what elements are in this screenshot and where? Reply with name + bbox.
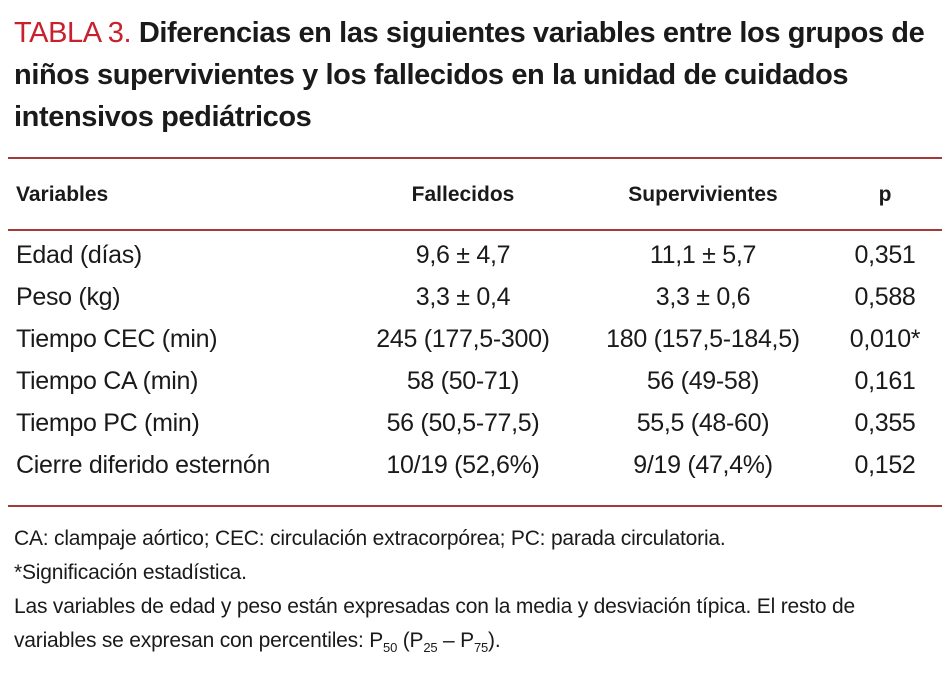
table-cell: 55,5 (48-60) <box>636 408 770 437</box>
top-rule <box>8 157 942 159</box>
table-cell: 11,1 ± 5,7 <box>649 240 757 269</box>
table-cell: 0,152 <box>854 450 916 479</box>
method-note: Las variables de edad y peso están expre… <box>14 590 934 665</box>
table-body: Edad (días) 9,6 ± 4,7 11,1 ± 5,7 0,351 Peso … <box>8 218 942 486</box>
table-row: Tiempo CEC (min) 245 (177,5-300) 180 (157,… <box>8 318 942 360</box>
column-header: Fallecidos <box>411 183 515 206</box>
header-rule <box>8 229 942 231</box>
table-cell: Edad (días) <box>16 240 142 269</box>
table-row: Peso (kg) 3,3 ± 0,4 3,3 ± 0,6 0,588 <box>8 276 942 318</box>
table-row: Edad (días) 9,6 ± 4,7 11,1 ± 5,7 0,351 <box>8 234 942 276</box>
table-cell: 3,3 ± 0,4 <box>415 282 511 311</box>
percentile-subscript: 50 <box>383 640 398 656</box>
significance-note: *Significación estadística. <box>14 561 247 584</box>
abbreviations-note: CA: clampaje aórtico; CEC: circulación e… <box>14 527 726 550</box>
percentile-subscript: 25 <box>423 640 438 656</box>
table-cell: Cierre diferido esternón <box>16 450 271 479</box>
table-cell: 180 (157,5-184,5) <box>606 324 800 353</box>
title-text: Diferencias en las siguientes variables … <box>14 17 925 133</box>
table-cell: 56 (50,5-77,5) <box>386 408 540 437</box>
table-cell: 10/19 (52,6%) <box>386 450 540 479</box>
formula-separator: ( <box>397 629 410 652</box>
table-title: TABLA 3. Diferencias en las siguientes v… <box>14 12 939 138</box>
table-cell: 3,3 ± 0,6 <box>655 282 751 311</box>
table-cell: 58 (50-71) <box>406 366 520 395</box>
percentile-symbol: P <box>369 629 384 652</box>
table-cell: 0,355 <box>854 408 916 437</box>
table-cell: Peso (kg) <box>16 282 121 311</box>
table-cell: 245 (177,5-300) <box>376 324 550 353</box>
percentile-symbol: P <box>409 629 424 652</box>
bottom-rule <box>8 505 942 507</box>
table-row: Cierre diferido esternón 10/19 (52,6%) 9/1… <box>8 444 942 486</box>
formula-separator: ). <box>488 629 501 652</box>
table-label: TABLA 3. <box>14 17 132 49</box>
table-cell: 0,010* <box>849 324 921 353</box>
table-cell: Tiempo CEC (min) <box>16 324 218 353</box>
percentile-symbol: P <box>460 629 474 652</box>
table-cell: 9/19 (47,4%) <box>633 450 773 479</box>
formula-separator: – <box>437 629 461 652</box>
table-row: Tiempo CA (min) 58 (50-71) 56 (49-58) 0,161 <box>8 360 942 402</box>
table-cell: 9,6 ± 4,7 <box>415 240 511 269</box>
table-cell: 0,588 <box>854 282 916 311</box>
column-header: p <box>878 183 892 206</box>
header-row: Variables Fallecidos Supervivientes p <box>8 172 942 218</box>
table-cell: 56 (49-58) <box>646 366 760 395</box>
data-table: Variables Fallecidos Supervivientes p Edad … <box>8 172 942 486</box>
percentile-subscript: 75 <box>473 640 489 656</box>
column-header: Supervivientes <box>628 183 778 206</box>
method-text: Las variables de edad y peso están expre… <box>14 595 855 652</box>
table-cell: Tiempo CA (min) <box>16 366 199 395</box>
table-cell: Tiempo PC (min) <box>16 408 200 437</box>
column-header: Variables <box>16 183 109 206</box>
table-cell: 0,161 <box>854 366 916 395</box>
table-cell: 0,351 <box>854 240 916 269</box>
table-row: Tiempo PC (min) 56 (50,5-77,5) 55,5 (48-60… <box>8 402 942 444</box>
footnotes: CA: clampaje aórtico; CEC: circulación e… <box>14 522 934 665</box>
